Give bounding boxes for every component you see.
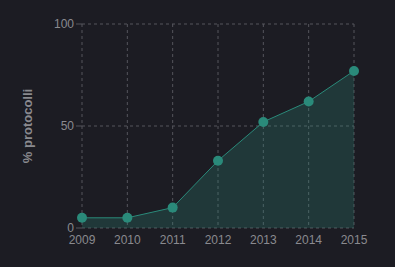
area — [82, 71, 354, 228]
x-tick-label: 2010 — [114, 233, 141, 247]
point — [349, 66, 359, 76]
point — [168, 203, 178, 213]
point — [304, 97, 314, 107]
point — [213, 156, 223, 166]
y-axis-label: % protocolli — [20, 89, 35, 163]
y-tick — [76, 228, 82, 229]
x-tick-label: 2012 — [205, 233, 232, 247]
background — [0, 0, 395, 267]
line — [82, 71, 354, 218]
chart-svg: 0501002009201020112012201320142015% prot… — [0, 0, 395, 267]
point — [122, 213, 132, 223]
y-tick-label: 100 — [54, 17, 74, 31]
chart-container: 0501002009201020112012201320142015% prot… — [0, 0, 395, 267]
x-grid-line — [127, 24, 128, 228]
x-tick-label: 2015 — [341, 233, 368, 247]
x-grid-line — [172, 24, 173, 228]
point — [258, 117, 268, 127]
x-grid-line — [82, 24, 83, 228]
x-tick-label: 2013 — [250, 233, 277, 247]
x-tick-label: 2009 — [69, 233, 96, 247]
x-tick-label: 2011 — [160, 233, 186, 247]
plot-data — [77, 66, 359, 228]
y-tick-label: 50 — [61, 119, 75, 133]
x-tick-label: 2014 — [295, 233, 322, 247]
point — [77, 213, 87, 223]
y-tick — [76, 126, 82, 127]
y-tick — [76, 24, 82, 25]
